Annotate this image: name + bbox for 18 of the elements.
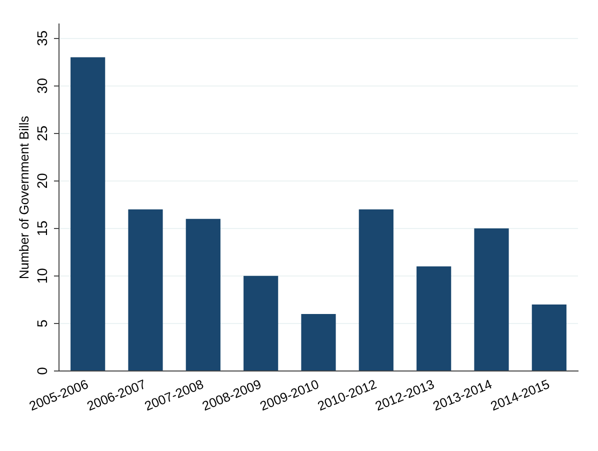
bar <box>301 314 336 370</box>
y-tick-label: 0 <box>34 366 50 375</box>
bar <box>70 57 106 370</box>
bar <box>128 209 163 370</box>
y-tick-label: 10 <box>34 268 50 284</box>
y-tick-label: 35 <box>34 30 50 46</box>
bar <box>186 218 220 370</box>
bar <box>532 304 566 370</box>
y-axis-title: Number of Government Bills <box>16 115 32 280</box>
y-tick-label: 20 <box>34 172 50 189</box>
y-tick-label: 5 <box>34 319 50 328</box>
y-tick-label: 25 <box>34 125 50 142</box>
bar <box>244 276 278 370</box>
y-tick-label: 30 <box>34 78 50 94</box>
bar <box>416 266 452 370</box>
bar <box>358 209 394 370</box>
y-tick-label: 15 <box>34 220 50 236</box>
bar <box>474 228 509 370</box>
